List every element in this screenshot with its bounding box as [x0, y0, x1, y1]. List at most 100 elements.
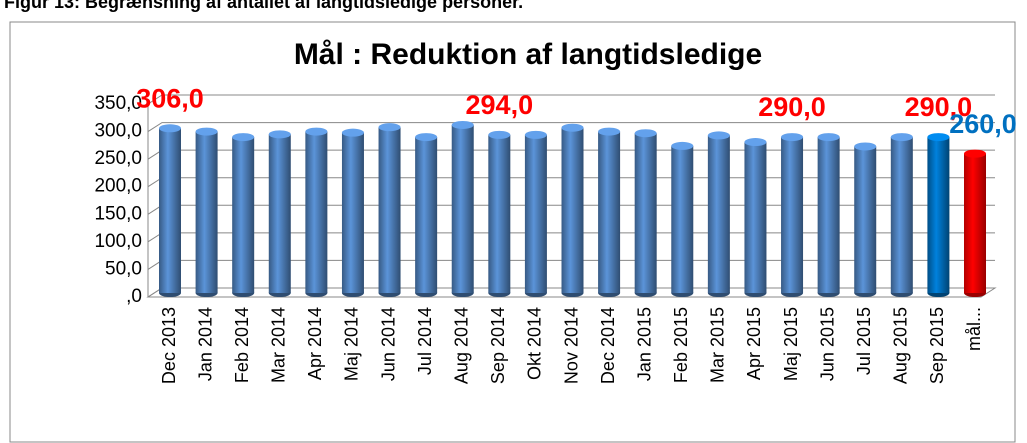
x-tick-label: Sep 2015 [927, 307, 947, 384]
bar-top [159, 124, 181, 133]
chart-title: Mål : Reduktion af langtidsledige [294, 38, 762, 71]
bar-group [488, 130, 511, 297]
bar [854, 146, 877, 293]
bar [341, 132, 364, 293]
bar-top [488, 130, 511, 139]
bar [744, 142, 767, 293]
bar-group [268, 130, 291, 297]
bar-group [744, 138, 767, 297]
bar-top [707, 131, 730, 140]
bar [415, 137, 438, 293]
bar [927, 137, 950, 293]
bar-top [451, 120, 474, 129]
bar-group [598, 127, 621, 297]
x-tick-label: Sep 2014 [488, 307, 508, 384]
bar [451, 124, 474, 293]
bar-top [378, 123, 401, 132]
x-tick-label: Apr 2014 [305, 307, 325, 380]
y-tick-label: 150,0 [94, 203, 142, 224]
x-tick-label: Feb 2015 [671, 307, 691, 383]
bar [707, 135, 730, 293]
bar [232, 137, 255, 293]
y-tick-label: ,0 [126, 286, 142, 307]
bar-group [341, 128, 364, 297]
bar [488, 134, 511, 293]
y-tick-label: 200,0 [94, 176, 142, 197]
bar-group [524, 130, 547, 297]
x-tick-label: Aug 2014 [451, 307, 471, 384]
bar-top [598, 127, 621, 136]
x-tick-label: Jan 2015 [634, 307, 654, 381]
x-tick-label: Maj 2015 [781, 307, 801, 381]
x-tick-label: Mar 2015 [708, 307, 728, 383]
bar [817, 137, 840, 293]
bar-top [781, 133, 804, 142]
bar-top [671, 141, 694, 150]
bar-top [415, 133, 438, 142]
bar-group [305, 127, 328, 297]
value-label: 290,0 [758, 92, 826, 122]
bar-top [268, 130, 291, 139]
bar-group [927, 133, 950, 297]
bar [305, 131, 328, 293]
x-tick-label: Jul 2014 [415, 307, 435, 375]
bar [159, 128, 181, 293]
bar-group [415, 133, 438, 297]
bar-top [305, 127, 328, 136]
x-tick-label: Feb 2014 [232, 307, 252, 383]
x-tick-label: Okt 2014 [525, 307, 545, 380]
x-tick-label: Jan 2014 [195, 307, 215, 381]
bar-top [341, 128, 364, 137]
bar [195, 131, 218, 293]
value-label: 260,0 [949, 109, 1017, 139]
x-tick-label: Jul 2015 [854, 307, 874, 375]
bar-top [195, 127, 218, 136]
value-label: 294,0 [466, 90, 534, 120]
x-tick-label: Apr 2015 [744, 307, 764, 380]
x-tick-label: mål... [964, 307, 984, 351]
y-tick-label: 300,0 [94, 121, 142, 142]
bar [634, 133, 657, 293]
value-label: 290,0 [905, 92, 973, 122]
y-tick-label: 100,0 [94, 231, 142, 252]
figure-caption: Figur 13: Begrænsning af antallet af lan… [4, 0, 523, 12]
bar-group [707, 131, 730, 297]
bar-group [890, 133, 913, 297]
grid-line [147, 94, 995, 105]
bar [671, 145, 694, 293]
bar [781, 137, 804, 293]
x-tick-label: Nov 2014 [561, 307, 581, 384]
bar-group [671, 141, 694, 297]
bar [524, 134, 547, 293]
bar-group [817, 133, 840, 297]
x-tick-label: Mar 2014 [269, 307, 289, 383]
bar-top [964, 149, 986, 158]
x-tick-label: Aug 2015 [891, 307, 911, 384]
bar-top [232, 133, 255, 142]
bar-top [634, 129, 657, 138]
bar [964, 153, 986, 293]
x-tick-label: Dec 2013 [159, 307, 179, 384]
bar-top [817, 133, 840, 142]
grid-line [147, 122, 995, 132]
bar [378, 127, 401, 293]
bar-group [561, 123, 584, 297]
bar-group [451, 120, 474, 297]
bar-top [927, 133, 950, 142]
bar-top [744, 138, 767, 147]
bar [890, 137, 913, 293]
bar [268, 134, 291, 293]
bar-group [159, 124, 181, 297]
bar-group [854, 142, 877, 297]
bar [561, 127, 584, 293]
bar-group [634, 129, 657, 297]
bar-top [854, 142, 877, 151]
x-tick-label: Maj 2014 [342, 307, 362, 381]
y-tick-label: 50,0 [105, 258, 142, 279]
y-tick-label: 350,0 [94, 93, 142, 114]
bar-group [232, 133, 255, 297]
x-tick-label: Jun 2015 [817, 307, 837, 381]
bar-group [378, 123, 401, 297]
bar-top [890, 133, 913, 142]
